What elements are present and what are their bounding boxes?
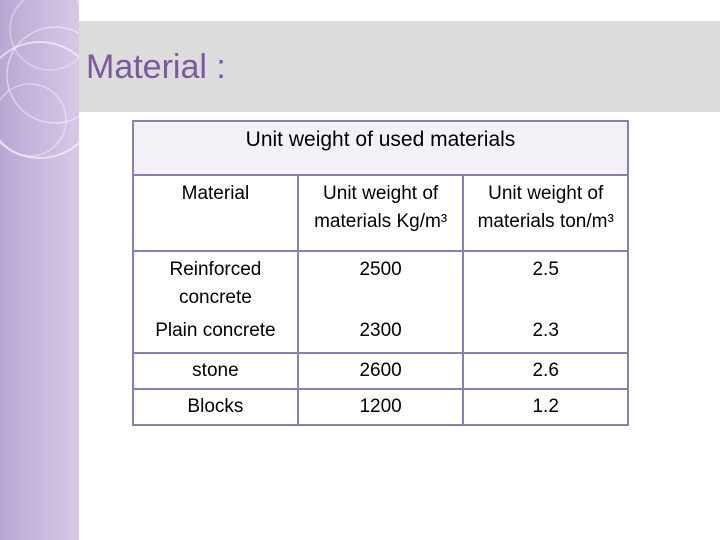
slide-title: Material : (86, 48, 226, 86)
cell-kg: 1200 (296, 388, 465, 426)
cell-kg: 2600 (296, 352, 465, 390)
table-row: Reinforced concrete 2500 2.5 (132, 250, 629, 314)
header-unit-weight-kg: Unit weight of materials Kg/m³ (296, 174, 465, 252)
cell-kg: 2500 (296, 250, 465, 314)
header-material: Material (132, 174, 299, 252)
title-band (79, 21, 720, 112)
table-header-row: Material Unit weight of materials Kg/m³ … (132, 174, 629, 252)
cell-ton: 2.3 (462, 314, 629, 354)
materials-table: Unit weight of used materials Material U… (132, 120, 629, 426)
table-caption: Unit weight of used materials (132, 120, 629, 176)
cell-ton: 2.6 (462, 352, 629, 390)
left-accent-band (0, 0, 79, 540)
table-row: stone 2600 2.6 (132, 352, 629, 390)
cell-ton: 1.2 (462, 388, 629, 426)
header-unit-weight-ton: Unit weight of materials ton/m³ (462, 174, 629, 252)
cell-kg: 2300 (296, 314, 465, 354)
cell-ton: 2.5 (462, 250, 629, 314)
cell-material: Reinforced concrete (132, 250, 299, 314)
cell-material: Plain concrete (132, 314, 299, 354)
table-row: Plain concrete 2300 2.3 (132, 314, 629, 354)
cell-material: Blocks (132, 388, 299, 426)
cell-material: stone (132, 352, 299, 390)
table-row: Blocks 1200 1.2 (132, 388, 629, 426)
